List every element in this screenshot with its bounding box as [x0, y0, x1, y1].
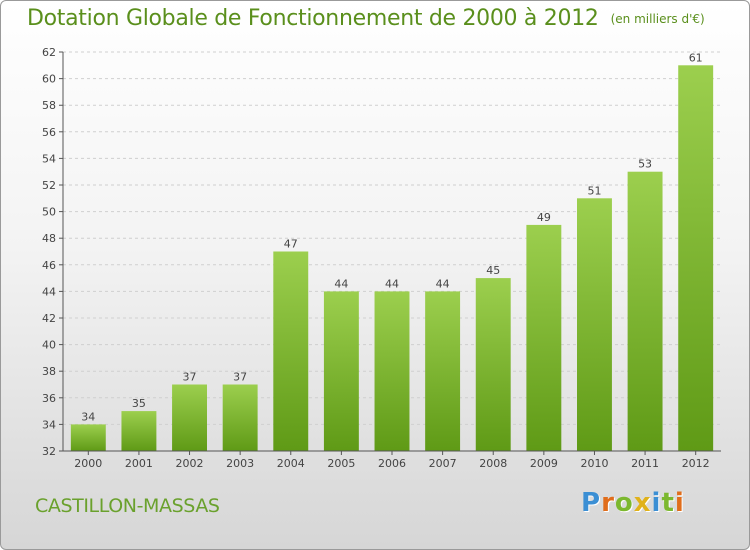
x-tick-label: 2012	[682, 457, 710, 470]
logo-letter: o	[614, 488, 634, 518]
y-tick-label: 38	[42, 365, 56, 378]
y-tick-label: 52	[42, 179, 56, 192]
data-label-2012: 61	[689, 51, 703, 64]
x-tick-label: 2009	[530, 457, 558, 470]
chart-title: Dotation Globale de Fonctionnement de 20…	[27, 6, 705, 31]
logo-letter: i	[651, 488, 662, 518]
logo-letter: r	[601, 488, 615, 518]
bars	[70, 65, 714, 452]
x-tick-label: 2010	[580, 457, 608, 470]
data-label-2011: 53	[638, 158, 652, 171]
y-tick-label: 54	[42, 152, 56, 165]
y-tick-label: 34	[42, 418, 56, 431]
chart-title-unit: (en milliers d'€)	[610, 12, 705, 26]
data-label-2008: 45	[486, 264, 500, 277]
x-tick-label: 2002	[176, 457, 204, 470]
y-tick-label: 42	[42, 312, 56, 325]
data-label-2000: 34	[81, 410, 95, 423]
bar-2000	[70, 424, 106, 451]
bar-2002	[172, 384, 208, 451]
data-label-2002: 37	[183, 371, 197, 384]
bar-2003	[222, 384, 258, 451]
y-tick-label: 58	[42, 99, 56, 112]
y-tick-label: 50	[42, 206, 56, 219]
chart-title-main: Dotation Globale de Fonctionnement de 20…	[27, 6, 599, 31]
y-tick-label: 32	[42, 445, 56, 458]
data-label-2004: 47	[284, 238, 298, 251]
bar-2001	[121, 411, 157, 451]
y-tick-label: 56	[42, 126, 56, 139]
data-label-2001: 35	[132, 397, 146, 410]
bar-2011	[627, 171, 663, 451]
y-tick-label: 36	[42, 392, 56, 405]
data-label-2005: 44	[334, 277, 348, 290]
labels: 32 34 36 38 40 42 44 46 48 50 52 54 56 58 60 62 34 2000 35…	[42, 46, 710, 470]
axes	[59, 51, 721, 455]
x-tick-label: 2003	[226, 457, 254, 470]
y-tick-label: 62	[42, 46, 56, 59]
bar-2007	[425, 291, 461, 451]
x-tick-label: 2007	[429, 457, 457, 470]
logo-letter: i	[674, 488, 685, 518]
bar-2008	[475, 278, 511, 451]
data-label-2007: 44	[436, 277, 450, 290]
y-tick-label: 46	[42, 259, 56, 272]
x-tick-label: 2000	[74, 457, 102, 470]
y-tick-label: 40	[42, 339, 56, 352]
data-label-2003: 37	[233, 371, 247, 384]
x-tick-label: 2004	[277, 457, 305, 470]
data-label-2006: 44	[385, 277, 399, 290]
x-tick-label: 2006	[378, 457, 406, 470]
bar-2005	[323, 291, 359, 451]
bar-2010	[576, 198, 612, 451]
x-tick-label: 2001	[125, 457, 153, 470]
x-tick-label: 2011	[631, 457, 659, 470]
y-tick-label: 44	[42, 285, 56, 298]
proxiti-logo: Proxiti	[581, 488, 685, 518]
data-label-2009: 49	[537, 211, 551, 224]
x-tick-label: 2005	[327, 457, 355, 470]
bar-2009	[526, 224, 562, 451]
y-tick-label: 48	[42, 232, 56, 245]
data-label-2010: 51	[587, 184, 601, 197]
bar-2012	[678, 65, 714, 452]
commune-name: CASTILLON-MASSAS	[35, 495, 220, 517]
bar-2006	[374, 291, 410, 451]
logo-letter: t	[661, 488, 675, 518]
logo-letter: x	[633, 488, 652, 518]
x-tick-label: 2008	[479, 457, 507, 470]
y-tick-label: 60	[42, 73, 56, 86]
bar-2004	[273, 251, 309, 451]
logo-letter: P	[581, 488, 602, 518]
